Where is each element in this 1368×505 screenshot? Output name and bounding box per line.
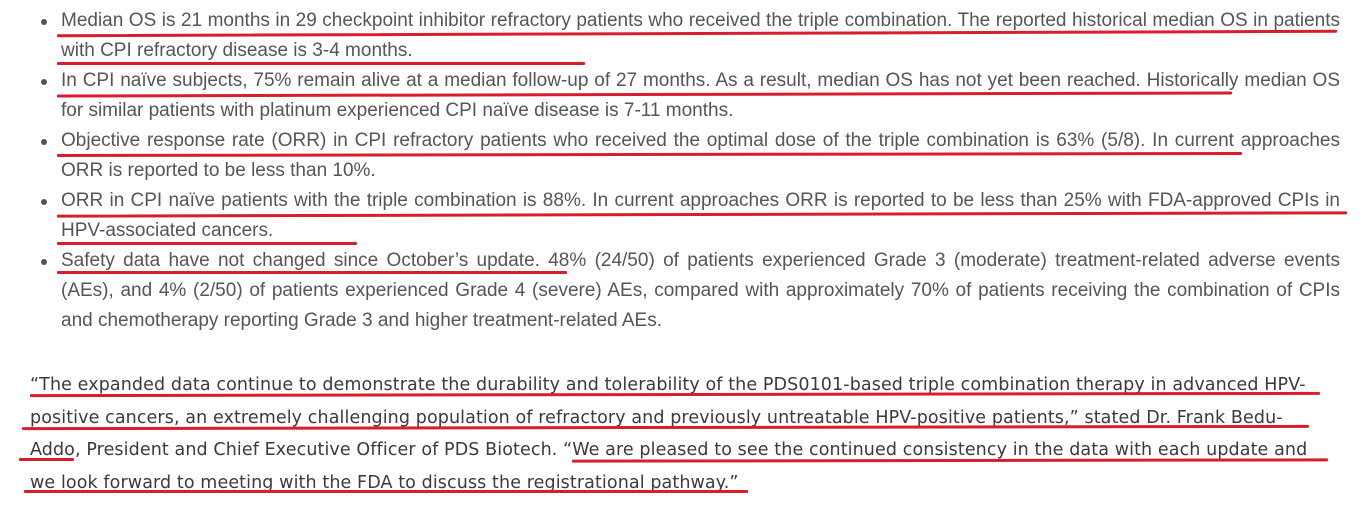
bullet-icon xyxy=(41,79,47,85)
bullet-icon xyxy=(41,199,47,205)
list-item: Objective response rate (ORR) in CPI ref… xyxy=(0,126,1340,186)
bullet-icon xyxy=(41,259,47,265)
underline-annotation xyxy=(57,271,567,274)
bullet-text: Median OS is 21 months in 29 checkpoint … xyxy=(61,10,1340,61)
underline-annotation xyxy=(57,242,357,245)
underline-annotation xyxy=(19,458,74,461)
underline-annotation xyxy=(57,62,585,65)
bullet-text: In CPI naïve subjects, 75% remain alive … xyxy=(61,70,1340,121)
key-findings-list: Median OS is 21 months in 29 checkpoint … xyxy=(0,6,1340,336)
list-item: In CPI naïve subjects, 75% remain alive … xyxy=(0,66,1340,126)
list-item: Median OS is 21 months in 29 checkpoint … xyxy=(0,6,1340,66)
list-item: ORR in CPI naïve patients with the tripl… xyxy=(0,186,1340,246)
bullet-text: ORR in CPI naïve patients with the tripl… xyxy=(61,190,1340,241)
list-item: Safety data have not changed since Octob… xyxy=(0,246,1340,336)
bullet-text: Safety data have not changed since Octob… xyxy=(61,250,1340,331)
bullet-icon xyxy=(41,139,47,145)
underline-annotation xyxy=(24,490,748,493)
bullet-icon xyxy=(41,19,47,25)
bullet-text: Objective response rate (ORR) in CPI ref… xyxy=(61,130,1340,181)
ceo-quote-paragraph: “The expanded data continue to demonstra… xyxy=(30,375,1308,493)
